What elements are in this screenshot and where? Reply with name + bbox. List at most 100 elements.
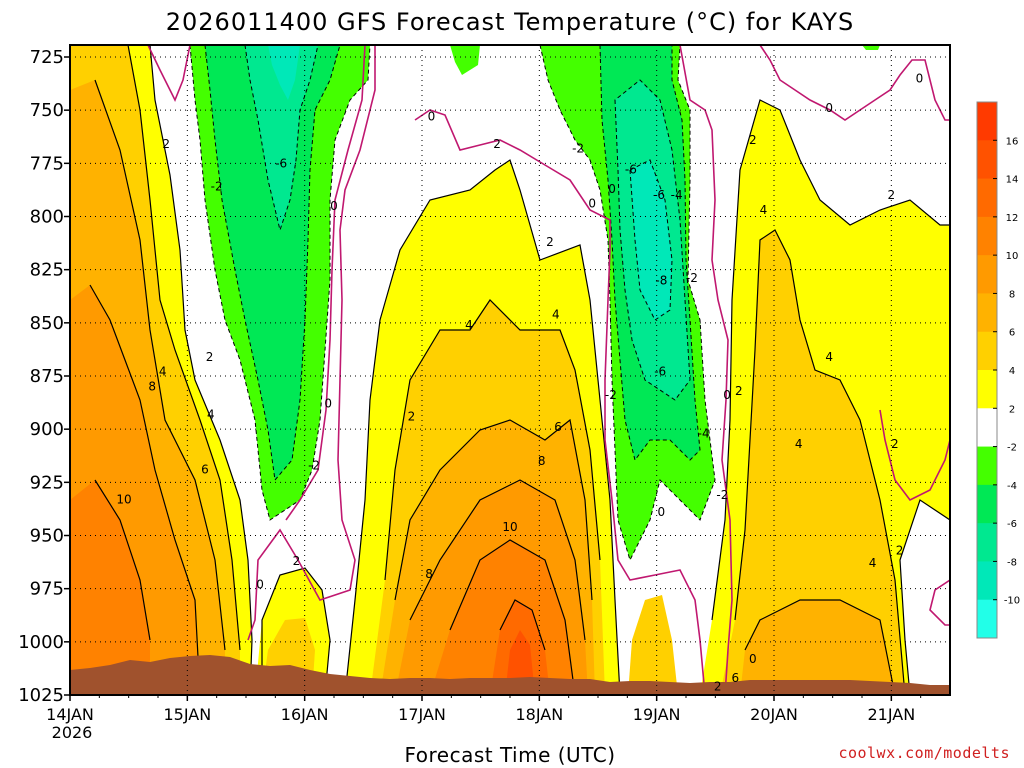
contour-label: -8 [655,273,667,287]
contour-label: -6 [275,156,287,170]
grid [70,45,950,695]
contour-label: 2 [891,437,899,451]
contour-label: 0 [825,101,833,115]
x-tick-label: 16JAN [281,705,329,724]
x-tick-label: 17JAN [398,705,446,724]
y-tick-label: 1025 [18,685,64,706]
contour-label: 4 [465,318,473,332]
warm-region-day6-c6 [740,600,895,695]
contour-label: 0 [916,71,924,85]
contour-label: 10 [116,492,131,506]
colorbar-tick-label: 2 [1009,404,1015,415]
contour-label: 8 [425,567,433,581]
x-tick-label: 21JAN [867,705,915,724]
contour-label: 4 [825,350,833,364]
contour-label: 0 [330,199,338,213]
y-tick-label: 950 [30,526,64,547]
x-tick-label: 18JAN [515,705,563,724]
contour-label: 8 [538,454,546,468]
contour-label: 0 [658,505,666,519]
colorbar-tick-label: 4 [1009,366,1015,377]
y-tick-label: 775 [30,153,64,174]
colorbar-tick-label: 10 [1006,251,1019,262]
contour-label: 4 [795,437,803,451]
contour-label: 2 [749,133,757,147]
cold-region-16jan-c4 [205,45,340,480]
y-tick-label: 875 [30,366,64,387]
x-axis: 14JAN 15JAN 16JAN 17JAN 18JAN 19JAN 20JAN 21JAN [46,695,922,724]
terrain [70,655,950,695]
contour-label: 2 [714,679,722,693]
contour-label: 8 [148,380,156,394]
x-axis-label: Forecast Time (UTC) [404,743,615,767]
positive-contours [89,45,950,695]
colorbar-swatch [977,599,997,639]
cold-region-17jan [450,45,480,75]
contour-label: 10 [502,520,517,534]
colorbar-swatch [977,523,997,562]
colorbar-tick-label: 12 [1006,213,1019,224]
contour-label: 0 [588,197,596,211]
contour-label: -2 [211,180,223,194]
contour-label: 4 [869,556,877,570]
y-axis: 725 750 775 800 825 850 875 900 925 950 975 1000 102… [18,47,70,706]
colorbar-swatch [977,178,997,218]
warm-region-day1-c10 [70,480,150,695]
colorbar-swatch [977,140,997,180]
contour-label: 0 [749,652,757,666]
contour-label: -2 [605,388,617,402]
contour-label: 2 [546,235,554,249]
contour-label: 4 [760,203,768,217]
y-tick-label: 1000 [18,632,64,653]
colorbar: 16 14 12 10 8 6 4 2 -2 -4 -6 -8 -10 [976,101,1020,639]
cold-region-16jan-c8 [268,45,300,100]
colorbar-swatch [977,216,997,256]
temperature-field [70,45,950,695]
contour-label: 2 [293,554,301,568]
contour-label: 2 [896,543,904,557]
contour-label: 4 [159,365,167,379]
contour-label: 2 [888,188,896,202]
x-tick-label: 19JAN [633,705,681,724]
warm-region-day6-c4 [720,230,905,695]
colorbar-swatch [977,293,997,333]
contour-label: 0 [324,397,332,411]
colorbar-tick-label: -8 [1007,557,1017,568]
y-tick-label: 850 [30,313,64,334]
colorbar-swatch [977,370,997,409]
colorbar-tick-label: -6 [1007,519,1017,530]
colorbar-tick-label: 8 [1009,289,1015,300]
contour-label: -2 [686,271,698,285]
contour-label: 0 [256,577,264,591]
colorbar-swatch [977,561,997,601]
colorbar-tick-label: 16 [1006,136,1019,147]
contour-label: 0 [608,182,616,196]
colorbar-tick-label: -10 [1004,596,1020,607]
contour-label: -2 [716,488,728,502]
y-tick-label: 800 [30,207,64,228]
contour-label: 6 [731,671,739,685]
colorbar-swatch [977,408,997,448]
y-tick-label: 925 [30,472,64,493]
x-tick-label: 14JAN [46,705,94,724]
contour-label: 2 [493,137,501,151]
contour-label: -4 [671,188,683,202]
y-tick-label: 900 [30,419,64,440]
colorbar-swatch [977,331,997,371]
contour-label: -2 [308,458,320,472]
chart-title: 2026011400 GFS Forecast Temperature (°C)… [166,8,855,36]
y-tick-label: 975 [30,579,64,600]
contour-label: 0 [428,110,436,124]
contour-label: 6 [201,463,209,477]
credit-link[interactable]: coolwx.com/modelts [838,744,1010,762]
colorbar-tick-label: -2 [1007,443,1017,454]
colorbar-swatch [977,484,997,524]
negative-contours [189,45,716,562]
contour-label: -4 [698,426,710,440]
contour-label: 2 [206,350,214,364]
y-tick-label: 725 [30,47,64,68]
colorbar-tick-label: 6 [1009,328,1015,339]
